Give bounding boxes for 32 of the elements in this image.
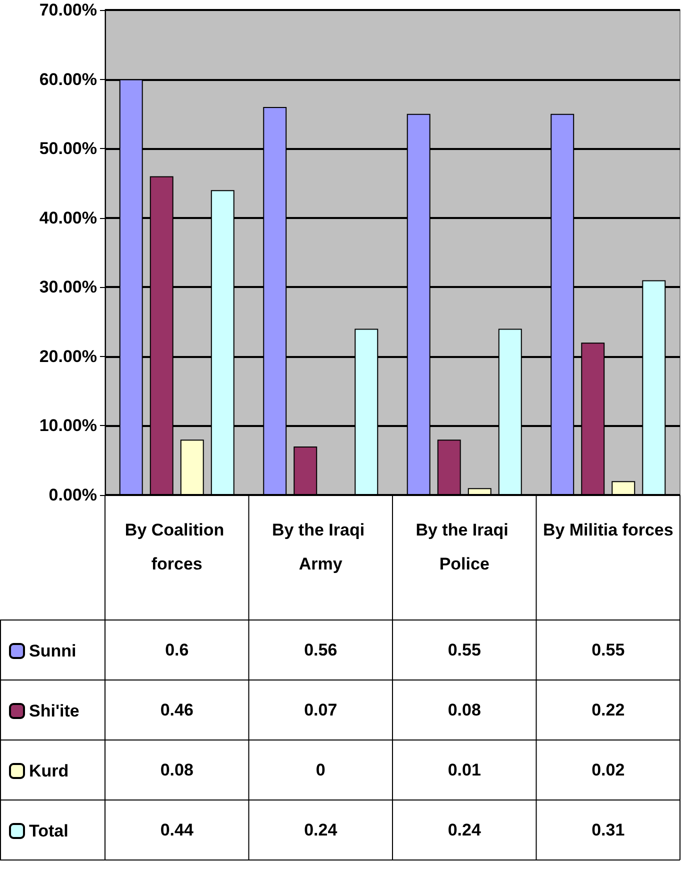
data-label: 0.08 (448, 700, 481, 720)
data-label: 0.08 (160, 760, 194, 780)
legend-label: Kurd (29, 762, 69, 780)
data-label: 0.31 (592, 820, 625, 840)
data-label: 0.24 (448, 820, 482, 840)
x-tick-label: By the Iraqi Police (416, 520, 514, 574)
y-tick-label: 70.00% (39, 0, 97, 20)
y-tick-label: 50.00% (39, 139, 97, 158)
y-tick-label: 60.00% (39, 70, 97, 89)
legend-label: Sunni (29, 642, 76, 660)
y-tick-label: 10.00% (39, 416, 97, 436)
data-label: 0.07 (304, 700, 338, 720)
data-label: 0.56 (304, 640, 338, 660)
data-label: 0.22 (592, 700, 625, 720)
data-label: 0.55 (448, 640, 481, 660)
y-tick-label: 40.00% (39, 208, 97, 228)
y-tick-label: 20.00% (39, 346, 97, 366)
data-label: 0.24 (304, 820, 338, 840)
x-tick-label: By the Iraqi Army (272, 520, 370, 574)
data-label: 0.44 (160, 820, 194, 840)
data-label: 0.55 (592, 640, 625, 660)
data-label: 0.02 (592, 760, 625, 780)
data-label: 0 (316, 760, 326, 780)
y-tick-label: 30.00% (39, 278, 97, 297)
legend-label: Total (29, 822, 68, 840)
legend-label: Shi'ite (29, 702, 80, 720)
data-label: 0.6 (165, 640, 189, 660)
y-tick-label: 0.00% (48, 486, 97, 504)
data-label: 0.46 (160, 700, 194, 720)
x-tick-label: By Militia forces (542, 520, 674, 540)
data-label: 0.01 (448, 760, 481, 780)
x-tick-label: By Coalition forces (124, 520, 229, 574)
